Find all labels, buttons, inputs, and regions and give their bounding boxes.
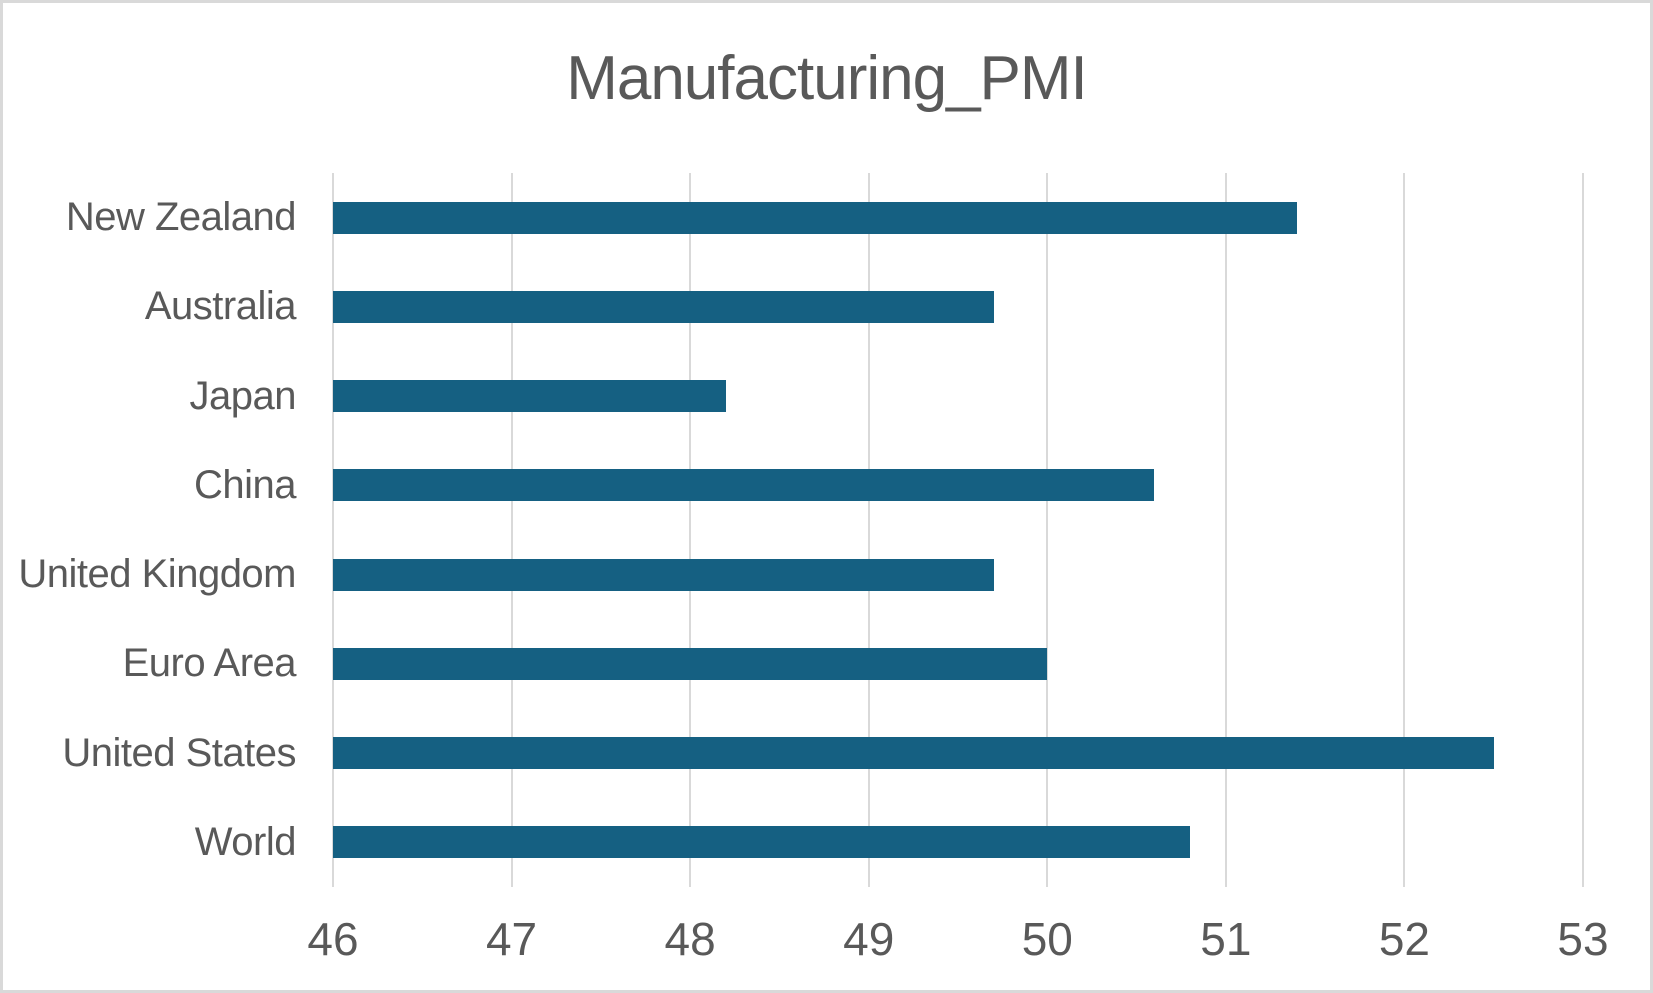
gridline bbox=[689, 173, 692, 887]
bar bbox=[333, 380, 726, 413]
x-tick-label: 53 bbox=[1557, 912, 1609, 965]
gridline bbox=[867, 173, 870, 887]
bar bbox=[333, 469, 1155, 502]
x-tick-label: 50 bbox=[1021, 912, 1073, 965]
category-label: New Zealand bbox=[65, 195, 297, 240]
bar bbox=[333, 290, 994, 323]
x-tick-label: 46 bbox=[307, 912, 359, 965]
category-label: United States bbox=[62, 730, 296, 775]
gridline bbox=[1224, 173, 1227, 887]
chart-title: Manufacturing_PMI bbox=[566, 44, 1088, 113]
bar bbox=[333, 737, 1494, 770]
gridline bbox=[1403, 173, 1406, 887]
gridline bbox=[1046, 173, 1049, 887]
gridline bbox=[510, 173, 513, 887]
x-tick-label: 47 bbox=[485, 912, 538, 965]
plot-area bbox=[332, 173, 1584, 887]
category-label: Australia bbox=[144, 284, 297, 329]
category-label: Euro Area bbox=[122, 641, 297, 686]
bar bbox=[333, 201, 1298, 234]
bar bbox=[333, 647, 1048, 680]
gridline bbox=[332, 173, 334, 887]
category-label: China bbox=[193, 462, 297, 507]
gridline bbox=[1582, 173, 1584, 887]
bar bbox=[333, 558, 994, 591]
value-axis: 46 47 48 49 50 51 52 53 bbox=[3, 887, 1650, 990]
category-axis: New Zealand Australia Japan China United Kin… bbox=[3, 173, 296, 887]
category-label: Japan bbox=[189, 373, 297, 418]
x-tick-label: 48 bbox=[664, 912, 716, 965]
bar bbox=[333, 826, 1191, 859]
x-tick-label: 52 bbox=[1378, 912, 1431, 965]
x-tick-label: 51 bbox=[1200, 912, 1252, 965]
category-label: World bbox=[194, 819, 297, 864]
category-label: United Kingdom bbox=[18, 552, 296, 597]
x-tick-label: 49 bbox=[843, 912, 895, 965]
